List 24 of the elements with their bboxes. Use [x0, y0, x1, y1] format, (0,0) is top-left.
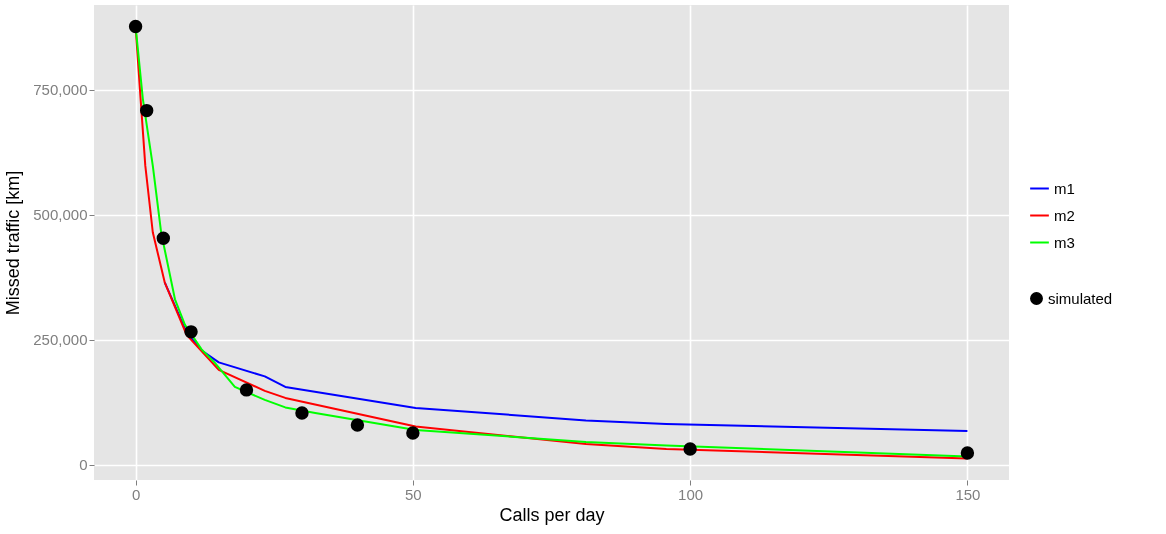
point	[139, 103, 154, 118]
point	[350, 418, 365, 432]
y-axis-title: Missed traffic [km]	[3, 170, 24, 316]
point	[683, 442, 697, 456]
point	[960, 446, 975, 460]
point	[295, 406, 309, 420]
y-tick-label: 250,000	[33, 331, 88, 349]
point	[128, 19, 143, 34]
x-tick-label: 50	[405, 485, 422, 503]
legend-label: m3	[1054, 233, 1075, 251]
point	[406, 426, 420, 440]
y-tick-label: 0	[79, 456, 88, 474]
point	[239, 383, 254, 397]
legend-label: simulated	[1048, 289, 1113, 307]
legend-label: m1	[1054, 179, 1075, 197]
legend-label: m2	[1054, 206, 1075, 224]
y-tick-label: 750,000	[33, 81, 88, 99]
x-tick-label: 150	[955, 485, 981, 503]
point	[184, 325, 198, 339]
y-tick-label: 500,000	[33, 206, 88, 224]
point	[156, 231, 171, 245]
x-tick-label: 0	[131, 485, 141, 503]
x-tick-label: 100	[678, 485, 704, 503]
x-axis-title: Calls per day	[499, 504, 605, 525]
